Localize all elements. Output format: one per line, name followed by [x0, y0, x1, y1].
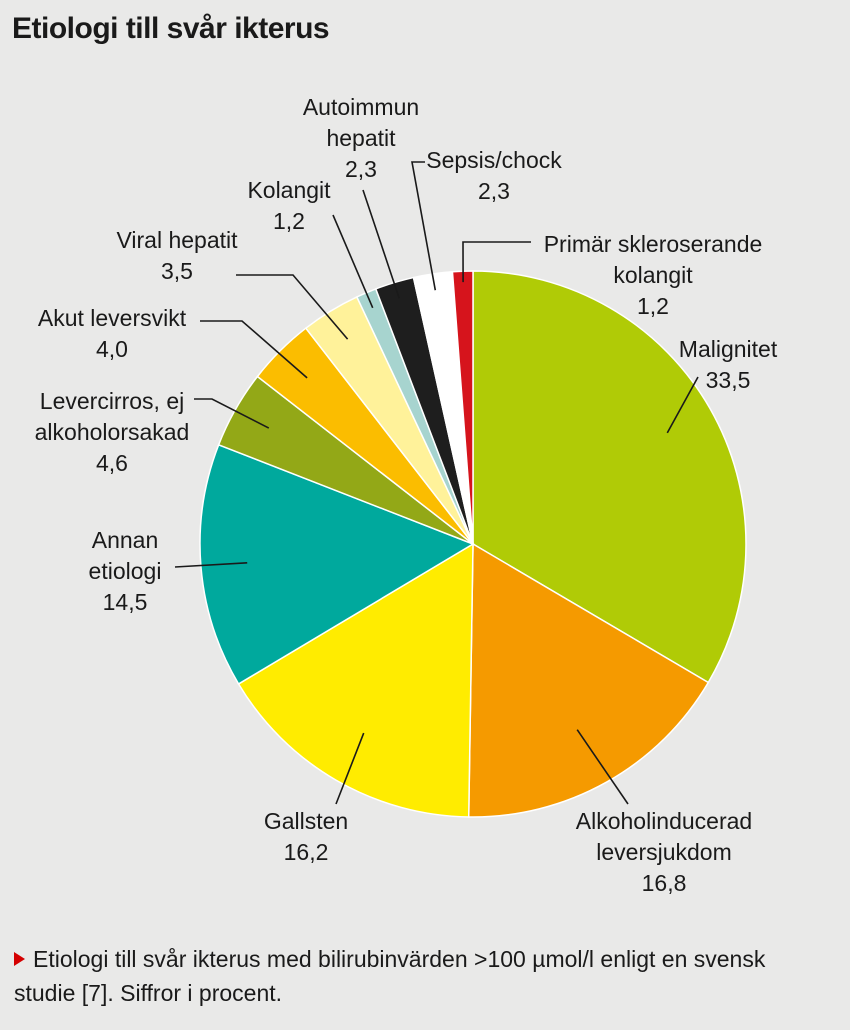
label-prima-r-skleroserande-kolangit-value: 1,2: [637, 293, 669, 319]
label-sepsis-chock-text: Sepsis/chock: [426, 147, 562, 173]
label-akut-leversvikt-value: 4,0: [96, 336, 128, 362]
label-prima-r-skleroserande-kolangit-text: Primär skleroserande: [544, 231, 763, 257]
label-viral-hepatit-value: 3,5: [161, 258, 193, 284]
label-autoimmun-hepatit-leader-line: [362, 189, 400, 299]
pie-slice-malignitet: [472, 270, 747, 684]
label-alkoholinducerad-leversjukdom-text: leversjukdom: [596, 839, 732, 865]
pie-chart: Malignitet 33,5 Alkoholinducerad leversjukd…: [35, 94, 778, 896]
label-annan-etiologi-text: Annan: [92, 527, 159, 553]
label-alkoholinducerad-leversjukdom-text: Alkoholinducerad: [576, 808, 752, 834]
chart-title: Etiologi till svår ikterus: [12, 12, 330, 45]
label-gallsten-leader-line: [335, 732, 365, 805]
caption-marker-icon: [14, 952, 25, 966]
label-kolangit-leader-line: [332, 214, 374, 309]
label-malignitet-text: Malignitet: [679, 336, 778, 362]
label-viral-hepatit-text: Viral hepatit: [116, 227, 238, 253]
label-akut-leversvikt-text: Akut leversvikt: [38, 305, 187, 331]
label-autoimmun-hepatit-text: hepatit: [326, 125, 396, 151]
label-levercirros-ej-alkoholorsakad-leader-line: [194, 398, 270, 429]
pie-slice-annan-etiologi: [199, 443, 475, 685]
label-annan-etiologi-value: 14,5: [103, 589, 148, 615]
label-levercirros-ej-alkoholorsakad-text: alkoholorsakad: [35, 419, 190, 445]
pie-slice-gallsten: [237, 542, 474, 818]
pie-slice-alkoholinducerad-leversjukdom: [467, 542, 710, 818]
label-annan-etiologi-text: etiologi: [89, 558, 162, 584]
label-kolangit-text: Kolangit: [247, 177, 331, 203]
label-akut-leversvikt-leader-line: [200, 320, 308, 379]
label-autoimmun-hepatit-value: 2,3: [345, 156, 377, 182]
label-annan-etiologi-leader-line: [174, 562, 248, 568]
label-levercirros-ej-alkoholorsakad-value: 4,6: [96, 450, 128, 476]
label-alkoholinducerad-leversjukdom-leader-line: [576, 729, 629, 805]
label-levercirros-ej-alkoholorsakad-text: Levercirros, ej: [40, 388, 184, 414]
label-prima-r-skleroserande-kolangit-text: kolangit: [613, 262, 693, 288]
label-gallsten-value: 16,2: [284, 839, 329, 865]
label-alkoholinducerad-leversjukdom-value: 16,8: [642, 870, 687, 896]
label-malignitet-value: 33,5: [706, 367, 751, 393]
label-malignitet-leader-line: [666, 376, 699, 434]
label-sepsis-chock-leader-line: [411, 161, 437, 291]
label-viral-hepatit-leader-line: [236, 274, 349, 340]
label-prima-r-skleroserande-kolangit-leader-line: [462, 241, 531, 283]
label-kolangit-value: 1,2: [273, 208, 305, 234]
label-sepsis-chock-value: 2,3: [478, 178, 510, 204]
label-autoimmun-hepatit-text: Autoimmun: [303, 94, 419, 120]
figure-caption: Etiologi till svår ikterus med bilirubin…: [14, 942, 814, 1010]
caption-text: Etiologi till svår ikterus med bilirubin…: [14, 946, 766, 1006]
label-gallsten-text: Gallsten: [264, 808, 348, 834]
